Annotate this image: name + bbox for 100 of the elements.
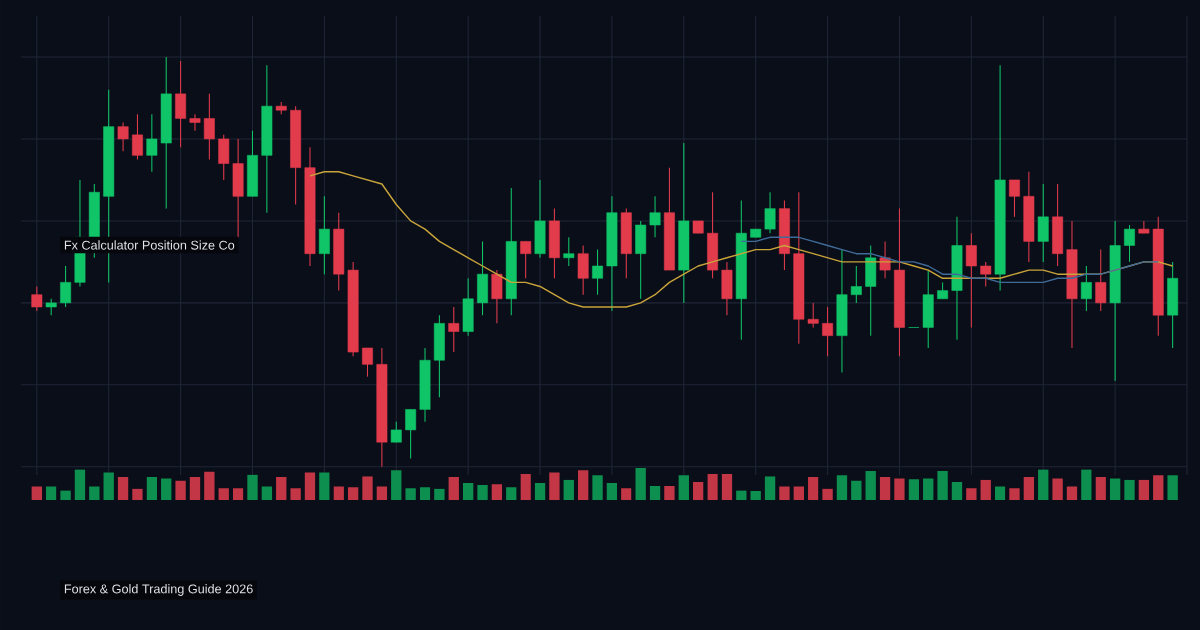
candlestick [563,236,575,267]
candlestick [1080,265,1092,312]
bar [319,472,330,500]
bar [46,486,57,500]
bar [649,485,661,500]
bar [74,469,86,500]
bar [491,484,503,500]
candlestick [189,113,201,132]
bar [1038,469,1049,500]
bar [1009,488,1020,500]
bar [1052,478,1063,500]
bar [434,488,445,500]
bar [808,476,819,500]
bar [621,488,632,500]
candlestick [520,240,532,279]
bar [60,490,71,500]
bar [376,486,388,500]
bar [779,486,790,500]
bar [908,479,920,500]
candlestick [60,265,72,308]
bar [534,483,546,500]
bar [693,482,704,500]
candlestick [132,113,143,160]
bar [218,488,229,500]
bar [1138,479,1150,500]
bar [606,483,618,500]
bar [276,476,287,500]
candlestick [362,347,373,378]
bar [549,472,560,500]
bar [132,488,143,500]
bar [736,490,747,500]
bar [937,470,948,500]
candlestick [822,306,834,357]
bar [721,474,733,500]
candlestick [405,408,417,460]
bar [894,478,905,500]
bar [232,488,244,500]
candlestick [1138,220,1150,234]
bar [563,479,574,500]
bar [247,474,258,500]
bar [419,487,431,500]
candlestick [965,232,977,328]
bar [1167,475,1178,500]
bar [1124,479,1135,500]
bar [923,478,934,500]
candlestick [764,191,776,234]
bar [980,479,991,500]
bar [391,470,402,500]
candlestick [31,285,43,312]
candlestick [980,261,992,288]
bar [635,468,646,500]
bar [506,487,517,500]
text: Forex & Gold Trading Guide 2026 [64,584,253,596]
bar [577,470,589,500]
bar [822,488,833,500]
bar [477,484,488,500]
bar [146,476,158,500]
bar [261,486,273,500]
candlestick [146,113,158,173]
candlestick [649,195,661,238]
candlestick [1124,224,1135,263]
bar [31,486,42,500]
candlestick [117,122,129,152]
bar [189,476,201,500]
candlestick [1095,249,1107,312]
bar [304,472,316,500]
candlestick [850,265,862,304]
bar [664,485,675,500]
bar [966,488,977,500]
candlestick [807,302,819,328]
candlestick [1009,179,1020,218]
bar [764,476,776,500]
bar [204,471,215,500]
bar [592,475,603,500]
bar [851,480,862,500]
bar [750,491,761,500]
candlestick [592,249,603,296]
bar [1023,476,1035,500]
bar [405,488,416,500]
annotation: Fx Calculator Position Size Co [64,240,235,250]
bar [117,476,129,500]
bar [793,486,804,500]
bar [994,486,1006,500]
bar [1066,486,1078,500]
bar [362,476,373,500]
bar [678,475,689,500]
bar [448,476,459,500]
bar [103,472,114,500]
candlestick [448,306,460,353]
bar [951,482,963,500]
candlestick [203,93,215,160]
bar [865,470,876,500]
bar [161,478,172,500]
bar [175,480,186,500]
bar [1081,469,1092,500]
bar [347,487,359,500]
bar [1153,475,1164,500]
candlestick [390,421,402,443]
bar [836,475,848,500]
bar [1109,478,1121,500]
